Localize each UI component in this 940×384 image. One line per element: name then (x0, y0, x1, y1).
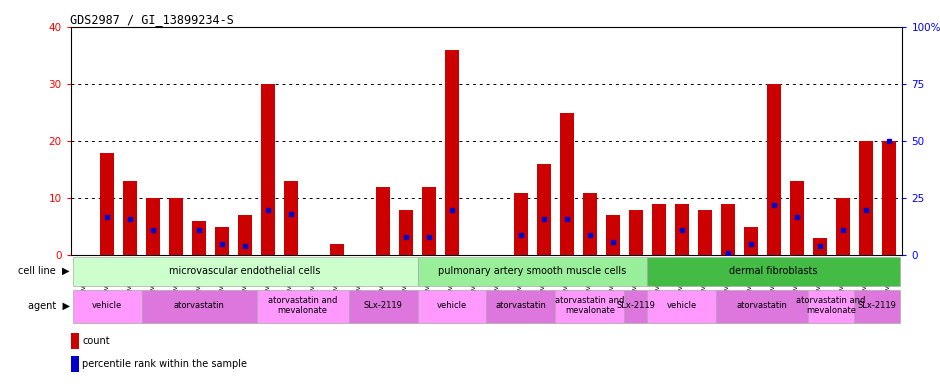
FancyBboxPatch shape (257, 290, 349, 323)
Text: vehicle: vehicle (437, 301, 467, 310)
Bar (583, 192, 597, 255)
Bar (70, 333, 79, 349)
Text: count: count (82, 336, 110, 346)
Text: percentile rank within the sample: percentile rank within the sample (82, 359, 247, 369)
Bar (721, 204, 735, 255)
Bar (606, 215, 619, 255)
Bar (101, 152, 114, 255)
Bar (697, 210, 712, 255)
FancyBboxPatch shape (142, 290, 257, 323)
FancyBboxPatch shape (624, 290, 648, 323)
Text: atorvastatin: atorvastatin (495, 301, 546, 310)
FancyBboxPatch shape (417, 257, 648, 286)
Bar (169, 198, 183, 255)
Text: SLx-2119: SLx-2119 (364, 301, 402, 310)
Text: GDS2987 / GI_13899234-S: GDS2987 / GI_13899234-S (70, 13, 234, 26)
Bar (400, 210, 413, 255)
Text: dermal fibroblasts: dermal fibroblasts (729, 266, 818, 276)
Bar (767, 84, 780, 255)
Bar (514, 192, 528, 255)
Bar (882, 141, 896, 255)
Bar (238, 215, 252, 255)
Bar (813, 238, 826, 255)
Bar (744, 227, 758, 255)
Bar (215, 227, 229, 255)
Text: atorvastatin and
mevalonate: atorvastatin and mevalonate (268, 296, 337, 315)
Text: SLx-2119: SLx-2119 (617, 301, 655, 310)
Text: SLx-2119: SLx-2119 (857, 301, 897, 310)
FancyBboxPatch shape (349, 290, 417, 323)
Bar (193, 221, 206, 255)
FancyBboxPatch shape (716, 290, 808, 323)
Bar (836, 198, 850, 255)
Text: pulmonary artery smooth muscle cells: pulmonary artery smooth muscle cells (438, 266, 627, 276)
FancyBboxPatch shape (72, 290, 142, 323)
FancyBboxPatch shape (648, 290, 716, 323)
Bar (284, 181, 298, 255)
Bar (330, 244, 344, 255)
Text: atorvastatin and
mevalonate: atorvastatin and mevalonate (796, 296, 866, 315)
FancyBboxPatch shape (556, 290, 624, 323)
Bar (422, 187, 436, 255)
Bar (70, 356, 79, 372)
FancyBboxPatch shape (487, 290, 556, 323)
Bar (123, 181, 137, 255)
Text: vehicle: vehicle (666, 301, 697, 310)
Text: agent  ▶: agent ▶ (27, 301, 70, 311)
Text: atorvastatin and
mevalonate: atorvastatin and mevalonate (556, 296, 624, 315)
Bar (537, 164, 551, 255)
Bar (147, 198, 160, 255)
Bar (790, 181, 804, 255)
Text: vehicle: vehicle (92, 301, 122, 310)
FancyBboxPatch shape (417, 290, 487, 323)
Bar (629, 210, 643, 255)
FancyBboxPatch shape (854, 290, 901, 323)
FancyBboxPatch shape (808, 290, 854, 323)
Text: atorvastatin: atorvastatin (174, 301, 225, 310)
Text: microvascular endothelial cells: microvascular endothelial cells (169, 266, 321, 276)
Bar (261, 84, 275, 255)
Bar (445, 50, 459, 255)
Bar (652, 204, 666, 255)
FancyBboxPatch shape (72, 257, 417, 286)
Bar (675, 204, 689, 255)
Bar (859, 141, 872, 255)
Bar (376, 187, 390, 255)
Text: cell line  ▶: cell line ▶ (18, 266, 70, 276)
Text: atorvastatin: atorvastatin (737, 301, 788, 310)
Bar (560, 113, 573, 255)
FancyBboxPatch shape (648, 257, 901, 286)
